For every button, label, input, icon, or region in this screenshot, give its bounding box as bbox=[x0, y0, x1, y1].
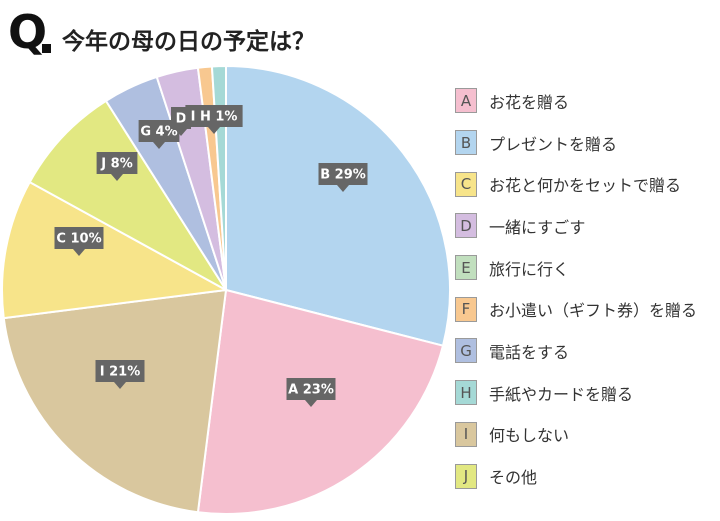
legend-swatch-D: D bbox=[455, 213, 477, 239]
legend-swatch-F: F bbox=[455, 296, 477, 322]
legend-swatch-C: C bbox=[455, 171, 477, 197]
legend-swatch-G: G bbox=[455, 338, 477, 364]
data-label-J: J 8% bbox=[96, 152, 138, 181]
svg-text:A 23%: A 23% bbox=[288, 383, 334, 398]
legend-item-C: C お花と何かをセットで贈る bbox=[455, 163, 717, 205]
legend-item-D: D 一緒にすごす bbox=[455, 205, 717, 247]
question-dot bbox=[42, 44, 51, 53]
data-label-I: I 21% bbox=[95, 360, 145, 389]
legend-swatch-H: H bbox=[455, 380, 477, 406]
svg-text:D: D bbox=[176, 112, 187, 127]
legend-item-G: G 電話をする bbox=[455, 330, 717, 372]
svg-text:B 29%: B 29% bbox=[320, 168, 366, 183]
data-label-H: I H 1% bbox=[185, 105, 243, 134]
pie-slice-I bbox=[2, 288, 228, 514]
legend-item-F: F お小遣い（ギフト券）を贈る bbox=[455, 288, 717, 330]
legend-label-J: その他 bbox=[489, 468, 538, 488]
data-label-A: A 23% bbox=[286, 378, 336, 407]
data-label-B: B 29% bbox=[318, 163, 368, 192]
legend-swatch-B: B bbox=[455, 130, 477, 156]
data-label-G: G 4% bbox=[138, 120, 180, 149]
svg-text:G 4%: G 4% bbox=[140, 125, 177, 140]
legend-label-F: お小遣い（ギフト券）を贈る bbox=[489, 301, 698, 321]
legend-item-E: E 旅行に行く bbox=[455, 247, 717, 289]
svg-text:J 8%: J 8% bbox=[100, 157, 132, 172]
question-mark: Q bbox=[8, 5, 47, 59]
legend-item-H: H 手紙やカードを贈る bbox=[455, 372, 717, 414]
legend-label-B: プレゼントを贈る bbox=[489, 134, 618, 154]
legend-swatch-J: J bbox=[455, 463, 477, 489]
legend-label-D: 一緒にすごす bbox=[489, 217, 586, 237]
legend-swatch-I: I bbox=[455, 421, 477, 447]
legend-swatch-E: E bbox=[455, 255, 477, 281]
legend-label-C: お花と何かをセットで贈る bbox=[489, 176, 682, 196]
svg-text:I 21%: I 21% bbox=[100, 365, 140, 380]
pie-slice-C bbox=[1, 180, 230, 320]
legend-item-A: A お花を贈る bbox=[455, 80, 717, 122]
legend-swatch-A: A bbox=[455, 88, 477, 114]
legend-item-B: B プレゼントを贈る bbox=[455, 122, 717, 164]
legend-label-I: 何もしない bbox=[489, 426, 570, 446]
data-label-C: C 10% bbox=[54, 227, 104, 256]
chart-title: 今年の母の日の予定は？ bbox=[62, 29, 315, 55]
pie-slice-J bbox=[28, 99, 227, 291]
svg-text:I H 1%: I H 1% bbox=[191, 110, 238, 125]
legend-label-A: お花を贈る bbox=[489, 92, 570, 112]
legend-item-J: J その他 bbox=[455, 455, 717, 497]
legend-label-H: 手紙やカードを贈る bbox=[489, 384, 634, 404]
pie-slice-B bbox=[225, 64, 451, 347]
legend-label-E: 旅行に行く bbox=[489, 259, 570, 279]
chart-legend: A お花を贈る B プレゼントを贈る C お花と何かをセットで贈る D 一緒にすごす E 旅行に行… bbox=[455, 80, 717, 497]
legend-item-I: I 何もしない bbox=[455, 414, 717, 456]
legend-label-G: 電話をする bbox=[489, 342, 570, 362]
svg-text:C 10%: C 10% bbox=[56, 232, 101, 247]
pie-slice-A bbox=[196, 288, 445, 515]
